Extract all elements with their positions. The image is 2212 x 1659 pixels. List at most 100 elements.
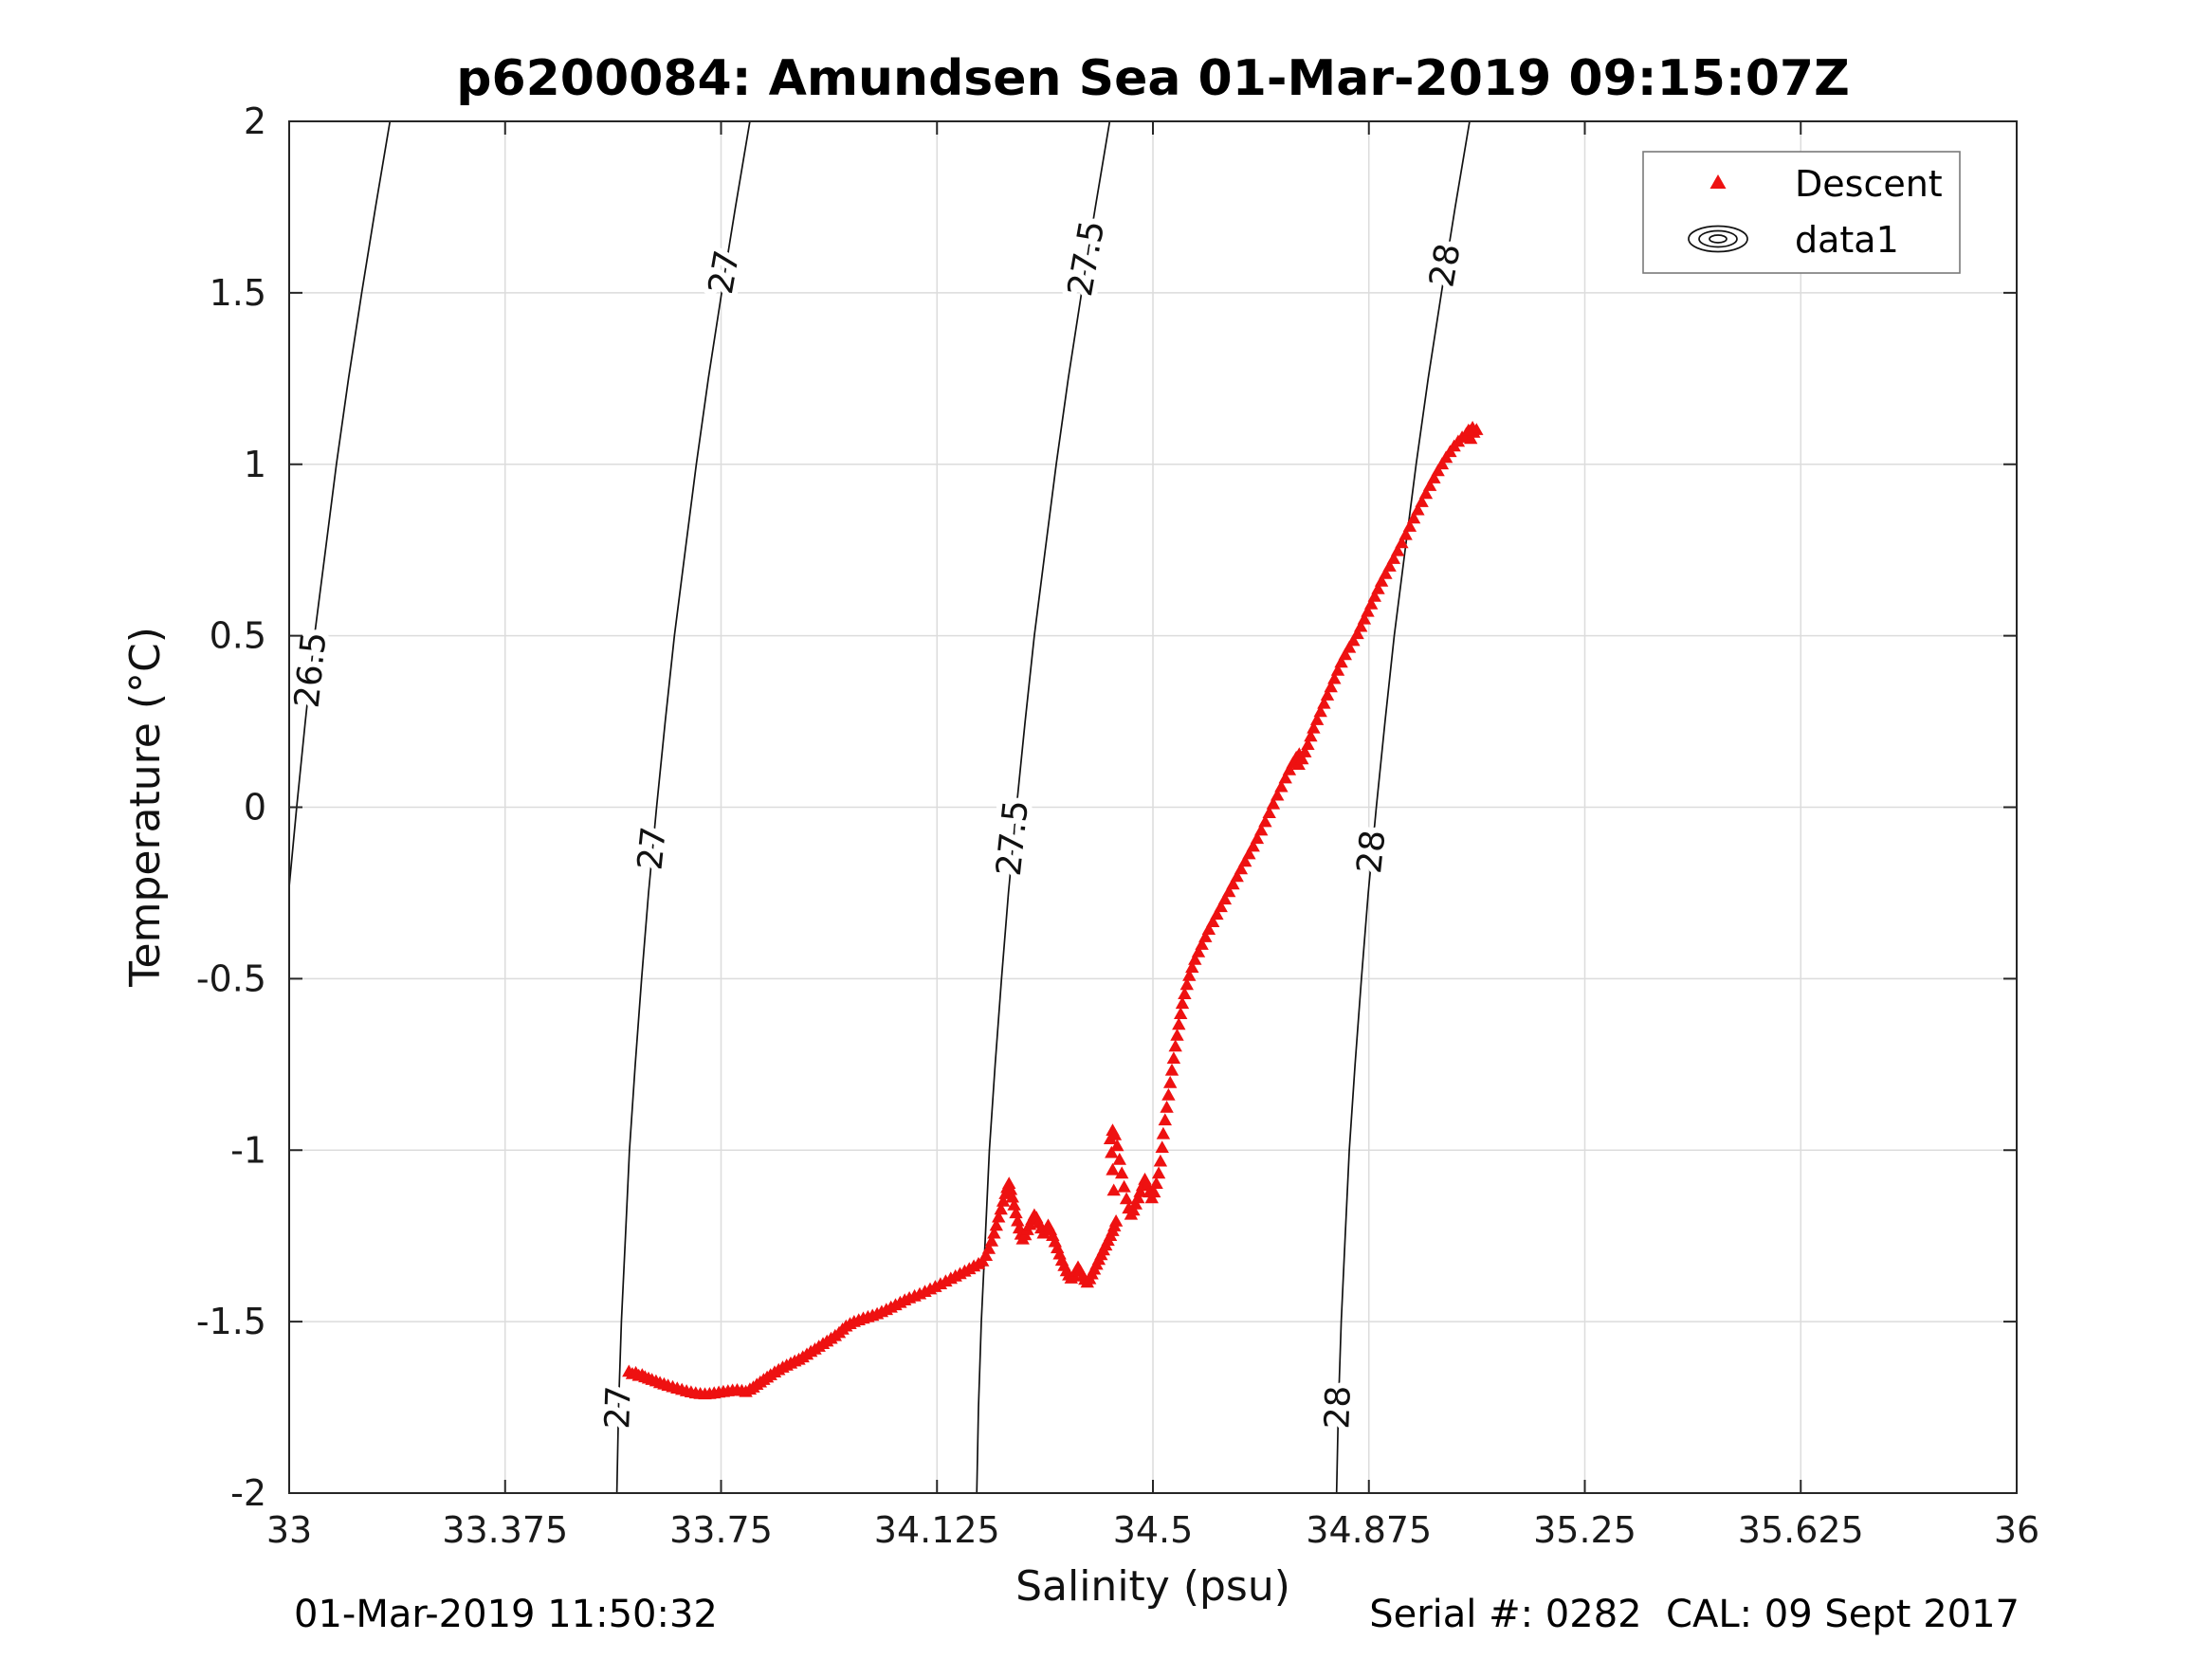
descent-marker — [1166, 1051, 1181, 1064]
descent-marker — [1201, 922, 1216, 935]
descent-marker — [1271, 788, 1285, 801]
descent-marker — [1367, 589, 1381, 602]
descent-marker — [1320, 688, 1335, 701]
descent-marker — [1262, 806, 1276, 818]
descent-marker — [1234, 862, 1249, 875]
x-tick-label: 33.75 — [669, 1509, 773, 1551]
descent-marker — [1174, 1007, 1188, 1019]
descent-marker — [1115, 1166, 1129, 1179]
descent-marker — [1195, 938, 1209, 950]
descent-marker — [1110, 1139, 1124, 1152]
descent-marker — [1191, 945, 1206, 957]
footer-serial-cal: Serial #: 0282 CAL: 09 Sept 2017 — [1369, 1593, 2020, 1636]
contour-line-27 — [615, 121, 751, 1493]
descent-marker — [1350, 627, 1364, 640]
legend-contour-rings-icon — [1688, 225, 1748, 253]
legend: Descent data1 — [1642, 151, 1961, 274]
descent-marker — [1317, 696, 1331, 709]
y-tick-label: 1.5 — [210, 272, 266, 314]
descent-marker — [1168, 1039, 1182, 1052]
descent-marker — [1304, 729, 1318, 742]
descent-marker — [1274, 779, 1289, 793]
y-tick-label: 1 — [244, 444, 266, 485]
descent-marker — [1313, 704, 1327, 718]
descent-marker — [1250, 831, 1265, 845]
descent-marker — [1309, 713, 1325, 725]
descent-marker — [1175, 996, 1190, 1010]
axis-ticks — [288, 120, 2018, 1494]
descent-marker — [1379, 567, 1393, 579]
descent-marker — [1005, 1190, 1019, 1203]
descent-marker — [1170, 1028, 1184, 1041]
descent-marker — [1119, 1192, 1134, 1205]
descent-marker — [1295, 752, 1309, 765]
descent-marker — [1147, 1185, 1161, 1198]
descent-marker — [1133, 1184, 1147, 1197]
grid-lines — [289, 121, 2017, 1493]
contour-label: 27 — [702, 247, 747, 297]
descent-marker — [1105, 1145, 1119, 1158]
descent-marker — [1007, 1198, 1021, 1211]
descent-marker — [1386, 552, 1401, 564]
descent-marker — [1108, 1214, 1124, 1227]
descent-marker — [1330, 664, 1345, 676]
descent-marker — [1172, 1017, 1186, 1030]
descent-marker — [1266, 796, 1281, 810]
descent-marker — [1198, 930, 1213, 942]
descent-marker — [996, 1194, 1011, 1207]
contour-label: 27 — [631, 825, 674, 872]
descent-marker — [1012, 1221, 1027, 1234]
descent-marker — [1334, 655, 1348, 668]
descent-marker — [1307, 720, 1321, 734]
x-tick-label: 34.5 — [1113, 1509, 1194, 1551]
y-tick-label: 2 — [244, 100, 266, 142]
descent-marker — [981, 1242, 996, 1254]
descent-marker — [1390, 543, 1405, 556]
legend-descent-marker-icon — [1709, 174, 1727, 189]
descent-marker — [1361, 604, 1375, 617]
descent-marker — [1354, 619, 1368, 632]
x-tick-label: 33.375 — [442, 1509, 568, 1551]
contour-ring-inner — [1709, 234, 1728, 244]
x-tick-labels: 33 33.375 33.75 34.125 34.5 34.875 35.25 35.625… — [266, 1509, 2039, 1551]
descent-marker — [1156, 1126, 1171, 1139]
descent-marker — [1338, 647, 1352, 661]
descent-marker — [1128, 1196, 1143, 1210]
descent-marker — [1002, 1176, 1016, 1189]
contour-label: 27 — [598, 1385, 639, 1430]
legend-box — [1642, 151, 1961, 274]
descent-marker — [1461, 423, 1475, 436]
descent-marker — [1003, 1182, 1018, 1195]
descent-marker — [1298, 745, 1312, 757]
descent-marker — [1178, 987, 1192, 999]
contour-label: 26.5 — [288, 630, 335, 710]
descent-marker — [1230, 869, 1244, 883]
descent-marker — [1357, 611, 1372, 625]
descent-marker — [1206, 915, 1220, 927]
y-tick-label: 0 — [244, 787, 266, 829]
descent-marker — [1327, 671, 1342, 684]
descent-marker — [1179, 977, 1194, 991]
contour-label: 28 — [1422, 241, 1468, 290]
descent-marker — [1182, 969, 1197, 981]
descent-marker — [1226, 877, 1240, 890]
descent-marker — [978, 1249, 994, 1261]
descent-marker — [1371, 582, 1385, 594]
contour-line-28 — [1335, 121, 1471, 1493]
descent-marker — [1374, 574, 1389, 587]
descent-marker — [1117, 1179, 1131, 1193]
descent-marker — [1164, 1063, 1179, 1076]
descent-marker — [1342, 640, 1357, 653]
y-axis-label: Temperature (°C) — [121, 627, 170, 988]
descent-marker — [1217, 892, 1233, 905]
descent-marker — [1258, 814, 1272, 828]
descent-marker — [1246, 839, 1260, 852]
contour-ring-middle — [1698, 229, 1738, 248]
descent-marker — [1422, 479, 1437, 491]
descent-marker — [1188, 953, 1202, 965]
y-tick-label: -2 — [230, 1472, 266, 1514]
descent-marker — [1214, 900, 1228, 913]
descent-marker — [1011, 1213, 1025, 1227]
descent-marker — [1106, 1162, 1120, 1176]
descent-marker — [1431, 464, 1445, 477]
